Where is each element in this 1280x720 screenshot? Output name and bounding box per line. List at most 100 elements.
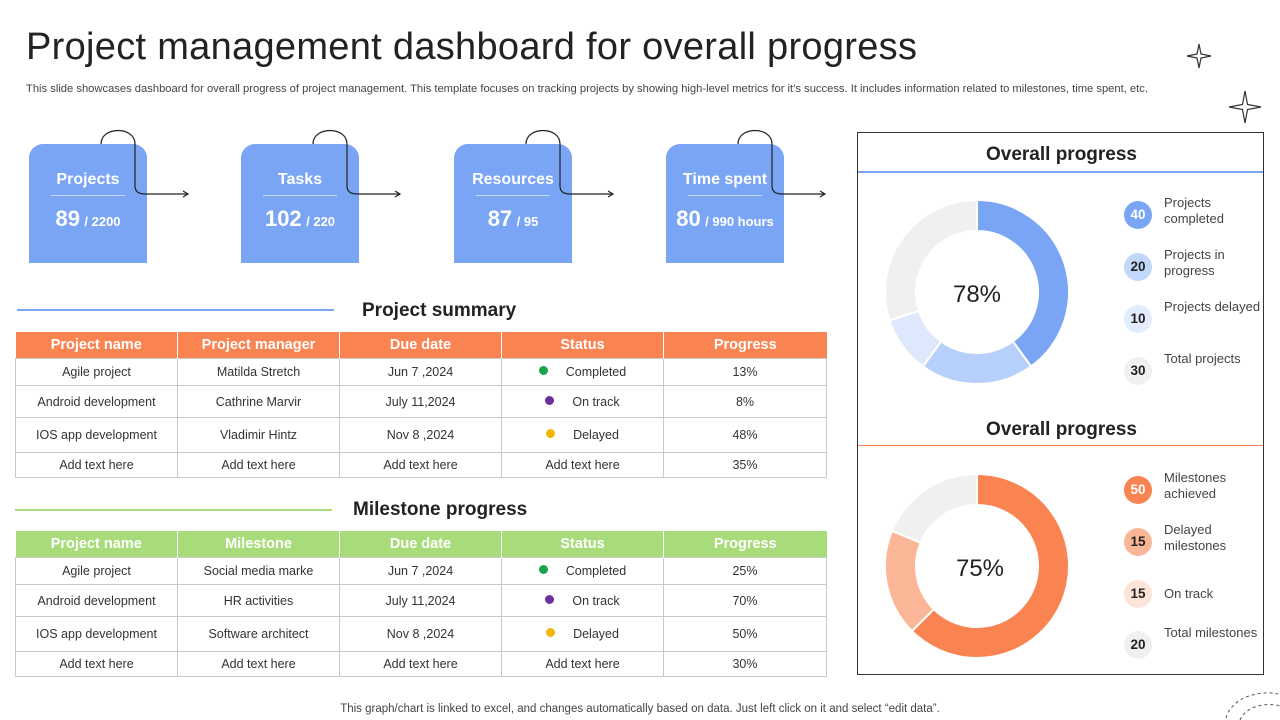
- donut-slice-3[interactable]: [884, 199, 978, 322]
- connector-arrow-icon: [312, 130, 402, 198]
- cell-secondary: Cathrine Marvir: [177, 385, 340, 418]
- column-header: Project name: [15, 531, 178, 558]
- milestone-progress-table: Project name Milestone Due date Status Progr…: [15, 531, 827, 677]
- kpi-card-bg: [666, 144, 784, 263]
- kpi-card-bg: [29, 144, 147, 263]
- legend-label: Projects completed: [1164, 195, 1224, 226]
- kpi-card: Time spent 80 / 990 hours: [666, 128, 866, 268]
- column-header: Project manager: [177, 332, 340, 359]
- chart-title: Overall progress: [985, 419, 1138, 440]
- kpi-label: Resources: [472, 171, 554, 188]
- cell-secondary: HR activities: [177, 584, 340, 617]
- cell-secondary: Social media marke: [177, 557, 340, 585]
- column-header: Progress: [713, 536, 777, 552]
- cell-project-name: Add text here: [15, 452, 178, 478]
- cell-status: Add text here: [501, 452, 664, 478]
- cell-due-date: Nov 8 ,2024: [339, 417, 502, 453]
- legend-badge: 40: [1124, 201, 1152, 229]
- cell-due-date: Add text here: [339, 651, 502, 677]
- cell-progress: 48%: [663, 417, 827, 453]
- cell-status: Add text here: [501, 651, 664, 677]
- overall-progress-panel: Overall progress 78% 40 Projects complete…: [857, 132, 1264, 675]
- legend-label: Projects in progress: [1164, 247, 1225, 278]
- table-row: IOS app development Vladimir Hintz Nov 8 ,…: [15, 417, 827, 453]
- status-text: Add text here: [545, 458, 620, 472]
- table-row: Add text here Add text here Add text here A…: [15, 452, 827, 478]
- kpi-card: Resources 87 / 95: [454, 128, 654, 268]
- legend-badge: 15: [1124, 528, 1152, 556]
- kpi-value: 89 / 2200: [29, 206, 147, 232]
- connector-arrow-icon: [100, 130, 190, 198]
- project-summary-title: Project summary: [362, 300, 517, 321]
- status-text: On track: [572, 593, 620, 608]
- kpi-current: 87: [487, 206, 513, 231]
- column-header: Due date: [339, 531, 502, 558]
- cell-secondary: Matilda Stretch: [177, 358, 340, 386]
- donut-slice-2[interactable]: [890, 473, 978, 544]
- projects-donut-chart[interactable]: [884, 199, 1070, 385]
- status-text: Completed: [565, 365, 627, 379]
- sparkle-icon: [1186, 43, 1212, 69]
- cell-due-date: Jun 7 ,2024: [339, 358, 502, 386]
- cell-due-date: Nov 8 ,2024: [339, 616, 502, 652]
- status-text: On track: [572, 394, 620, 409]
- cell-status: Completed: [501, 557, 664, 585]
- column-header: Status: [501, 531, 664, 558]
- cell-status: On track: [501, 584, 664, 617]
- cell-project-name: Agile project: [15, 358, 178, 386]
- cell-progress: 70%: [663, 584, 827, 617]
- milestones-donut-chart[interactable]: [884, 473, 1070, 659]
- cell-status: Delayed: [501, 616, 664, 652]
- status-dot-icon: [545, 395, 555, 405]
- cell-progress: 25%: [663, 557, 827, 585]
- cell-status: On track: [501, 385, 664, 418]
- cell-progress: 30%: [663, 651, 827, 677]
- cell-status: Delayed: [501, 417, 664, 453]
- chart-title: Overall progress: [985, 144, 1138, 165]
- legend-badge: 30: [1124, 357, 1152, 385]
- legend-badge: 10: [1124, 305, 1152, 333]
- connector-arrow-icon: [525, 130, 615, 198]
- cell-due-date: July 11,2024: [339, 385, 502, 418]
- kpi-value: 87 / 95: [454, 206, 572, 232]
- cell-secondary: Add text here: [177, 452, 340, 478]
- kpi-current: 80: [676, 206, 701, 231]
- legend-label: Delayed milestones: [1164, 522, 1227, 553]
- footer-note: This graph/chart is linked to excel, and…: [340, 703, 940, 715]
- kpi-separator: [51, 195, 125, 196]
- kpi-card-bg: [241, 144, 359, 263]
- column-header: Progress: [713, 337, 777, 353]
- panel-divider: [858, 445, 1263, 446]
- donut-center-label: 78%: [952, 281, 1002, 308]
- cell-project-name: Add text here: [15, 651, 178, 677]
- kpi-label: Tasks: [277, 171, 323, 188]
- donut-slice-0[interactable]: [910, 473, 1070, 659]
- sparkle-icon: [1228, 90, 1262, 124]
- cell-status: Completed: [501, 358, 664, 386]
- legend-label: Total projects: [1164, 351, 1241, 366]
- donut-slice-1[interactable]: [921, 339, 1033, 385]
- column-header: Due date: [339, 332, 502, 359]
- milestone-progress-title: Milestone progress: [353, 499, 528, 520]
- status-text: Delayed: [573, 428, 619, 442]
- cell-project-name: Android development: [15, 385, 178, 418]
- legend-label: On track: [1164, 586, 1214, 601]
- kpi-total: / 220: [306, 214, 336, 229]
- cell-secondary: Software architect: [177, 616, 340, 652]
- kpi-label: Projects: [56, 171, 120, 188]
- legend-label: Milestones achieved: [1164, 470, 1227, 501]
- cell-progress: 50%: [663, 616, 827, 652]
- kpi-card: Tasks 102 / 220: [241, 128, 441, 268]
- page-title: Project management dashboard for overall…: [26, 26, 918, 68]
- status-dot-icon: [546, 429, 556, 439]
- donut-slice-0[interactable]: [976, 199, 1070, 368]
- column-header: Status: [501, 332, 664, 359]
- table-row: IOS app development Software architect Nov…: [15, 616, 827, 652]
- status-dot-icon: [538, 366, 548, 376]
- cell-project-name: Android development: [15, 584, 178, 617]
- panel-divider: [858, 171, 1263, 173]
- kpi-card-bg: [454, 144, 572, 263]
- connector-arrow-icon: [737, 130, 827, 198]
- status-dot-icon: [545, 594, 555, 604]
- status-text: Add text here: [545, 657, 620, 671]
